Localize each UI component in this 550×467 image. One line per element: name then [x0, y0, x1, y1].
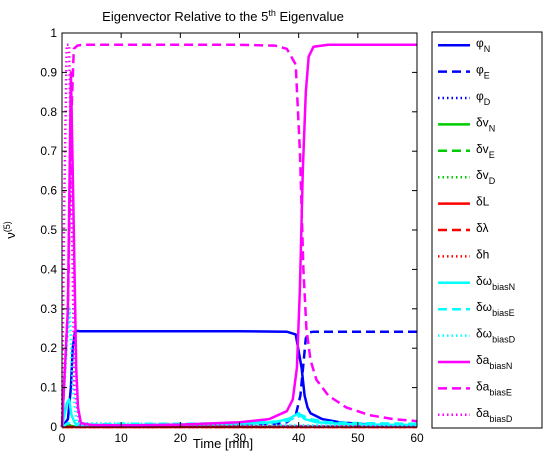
- legend-label-name: δω: [476, 327, 492, 341]
- legend-label-sub: biasN: [489, 361, 512, 371]
- y-tick-label: 0: [50, 420, 57, 434]
- x-tick-label: 60: [410, 431, 424, 445]
- chart-title: Eigenvector Relative to the 5th Eigenval…: [102, 8, 344, 24]
- legend-label-sub: E: [484, 71, 490, 81]
- legend-label-name: δa: [476, 379, 490, 393]
- legend-label-sub: E: [489, 150, 495, 160]
- y-tick-label: 0.4: [40, 262, 57, 276]
- legend-label-3: δvN: [476, 115, 495, 133]
- y-axis-label-main: ν: [3, 232, 18, 239]
- series-line-0: [60, 329, 418, 428]
- x-tick-label: 50: [351, 431, 365, 445]
- legend-label-11: δωbiasD: [476, 327, 516, 345]
- x-tick-label: 0: [59, 431, 66, 445]
- legend-label-name: φ: [476, 89, 484, 103]
- y-tick-label: 1: [50, 26, 57, 40]
- series-line-10: [61, 413, 418, 429]
- legend-label-9: δωbiasN: [476, 274, 515, 292]
- legend-label-0: φN: [476, 36, 490, 54]
- legend-label-2: φD: [476, 89, 491, 107]
- legend-label-name: δa: [476, 353, 490, 367]
- series-line-12: [60, 43, 417, 428]
- legend-label-name: φ: [476, 36, 484, 50]
- x-tick-label: 30: [233, 431, 247, 445]
- legend-label-name: δh: [476, 247, 489, 261]
- legend-label-5: δvD: [476, 168, 496, 186]
- legend-label-10: δωbiasE: [476, 300, 515, 318]
- chart-title-tail: Eigenvalue: [276, 9, 344, 24]
- y-axis-label-sup: (5): [2, 221, 12, 232]
- legend-label-13: δabiasE: [476, 379, 512, 397]
- y-tick-label: 0.3: [40, 302, 57, 316]
- legend-label-name: δω: [476, 300, 492, 314]
- series-line-11: [60, 307, 418, 428]
- legend-label-12: δabiasN: [476, 353, 512, 371]
- legend-label-name: δL: [476, 195, 490, 209]
- y-tick-label: 0.6: [40, 184, 57, 198]
- legend-label-4: δvE: [476, 142, 495, 160]
- y-tick-label: 0.8: [40, 105, 57, 119]
- x-axis-label: Time [min]: [193, 436, 253, 451]
- y-tick-label: 0.9: [40, 65, 57, 79]
- y-tick-label: 0.5: [40, 223, 57, 237]
- legend-label-sub: biasD: [492, 335, 516, 345]
- legend-label-name: δa: [476, 406, 490, 420]
- legend-label-14: δabiasD: [476, 406, 513, 424]
- y-tick-label: 0.1: [40, 381, 57, 395]
- legend-label-sub: D: [489, 176, 496, 186]
- legend-label-sub: N: [484, 44, 491, 54]
- y-tick-label: 0.7: [40, 144, 57, 158]
- legend-label-name: δλ: [476, 221, 488, 235]
- legend-label-sub: N: [489, 123, 496, 133]
- legend-label-name: δv: [476, 115, 489, 129]
- legend-label-name: δω: [476, 274, 492, 288]
- legend-label-sub: biasE: [492, 308, 515, 318]
- y-tick-label: 0.2: [40, 341, 57, 355]
- y-axis-label: ν(5): [2, 221, 18, 239]
- legend-label-sub: biasN: [492, 282, 515, 292]
- legend-label-name: φ: [476, 63, 484, 77]
- legend-label-6: δL: [476, 195, 490, 209]
- x-tick-label: 10: [114, 431, 128, 445]
- x-tick-label: 40: [292, 431, 306, 445]
- legend-label-8: δh: [476, 247, 489, 261]
- plot-area: [62, 33, 417, 427]
- legend-label-sub: D: [484, 97, 491, 107]
- legend-label-7: δλ: [476, 221, 488, 235]
- legend-label-name: δv: [476, 142, 489, 156]
- legend-label-sub: biasD: [489, 414, 513, 424]
- chart-title-main: Eigenvector Relative to the 5: [102, 9, 268, 24]
- legend-label-name: δv: [476, 168, 489, 182]
- chart-title-sup: th: [268, 8, 276, 18]
- legend-label-1: φE: [476, 63, 490, 81]
- x-tick-label: 20: [174, 431, 188, 445]
- axes-layer: 0 10 20 30 40 50 60 0 0.1 0.2 0.3 0.4 0.5 0.6 0.7 0.8 0.…: [40, 26, 424, 445]
- series-line-13: [60, 43, 418, 428]
- legend-label-sub: biasE: [489, 387, 512, 397]
- plot-background: [62, 33, 417, 427]
- legend: φNφEφDδvNδvEδvDδLδλδhδωbiasNδωbiasEδωbia…: [431, 31, 543, 429]
